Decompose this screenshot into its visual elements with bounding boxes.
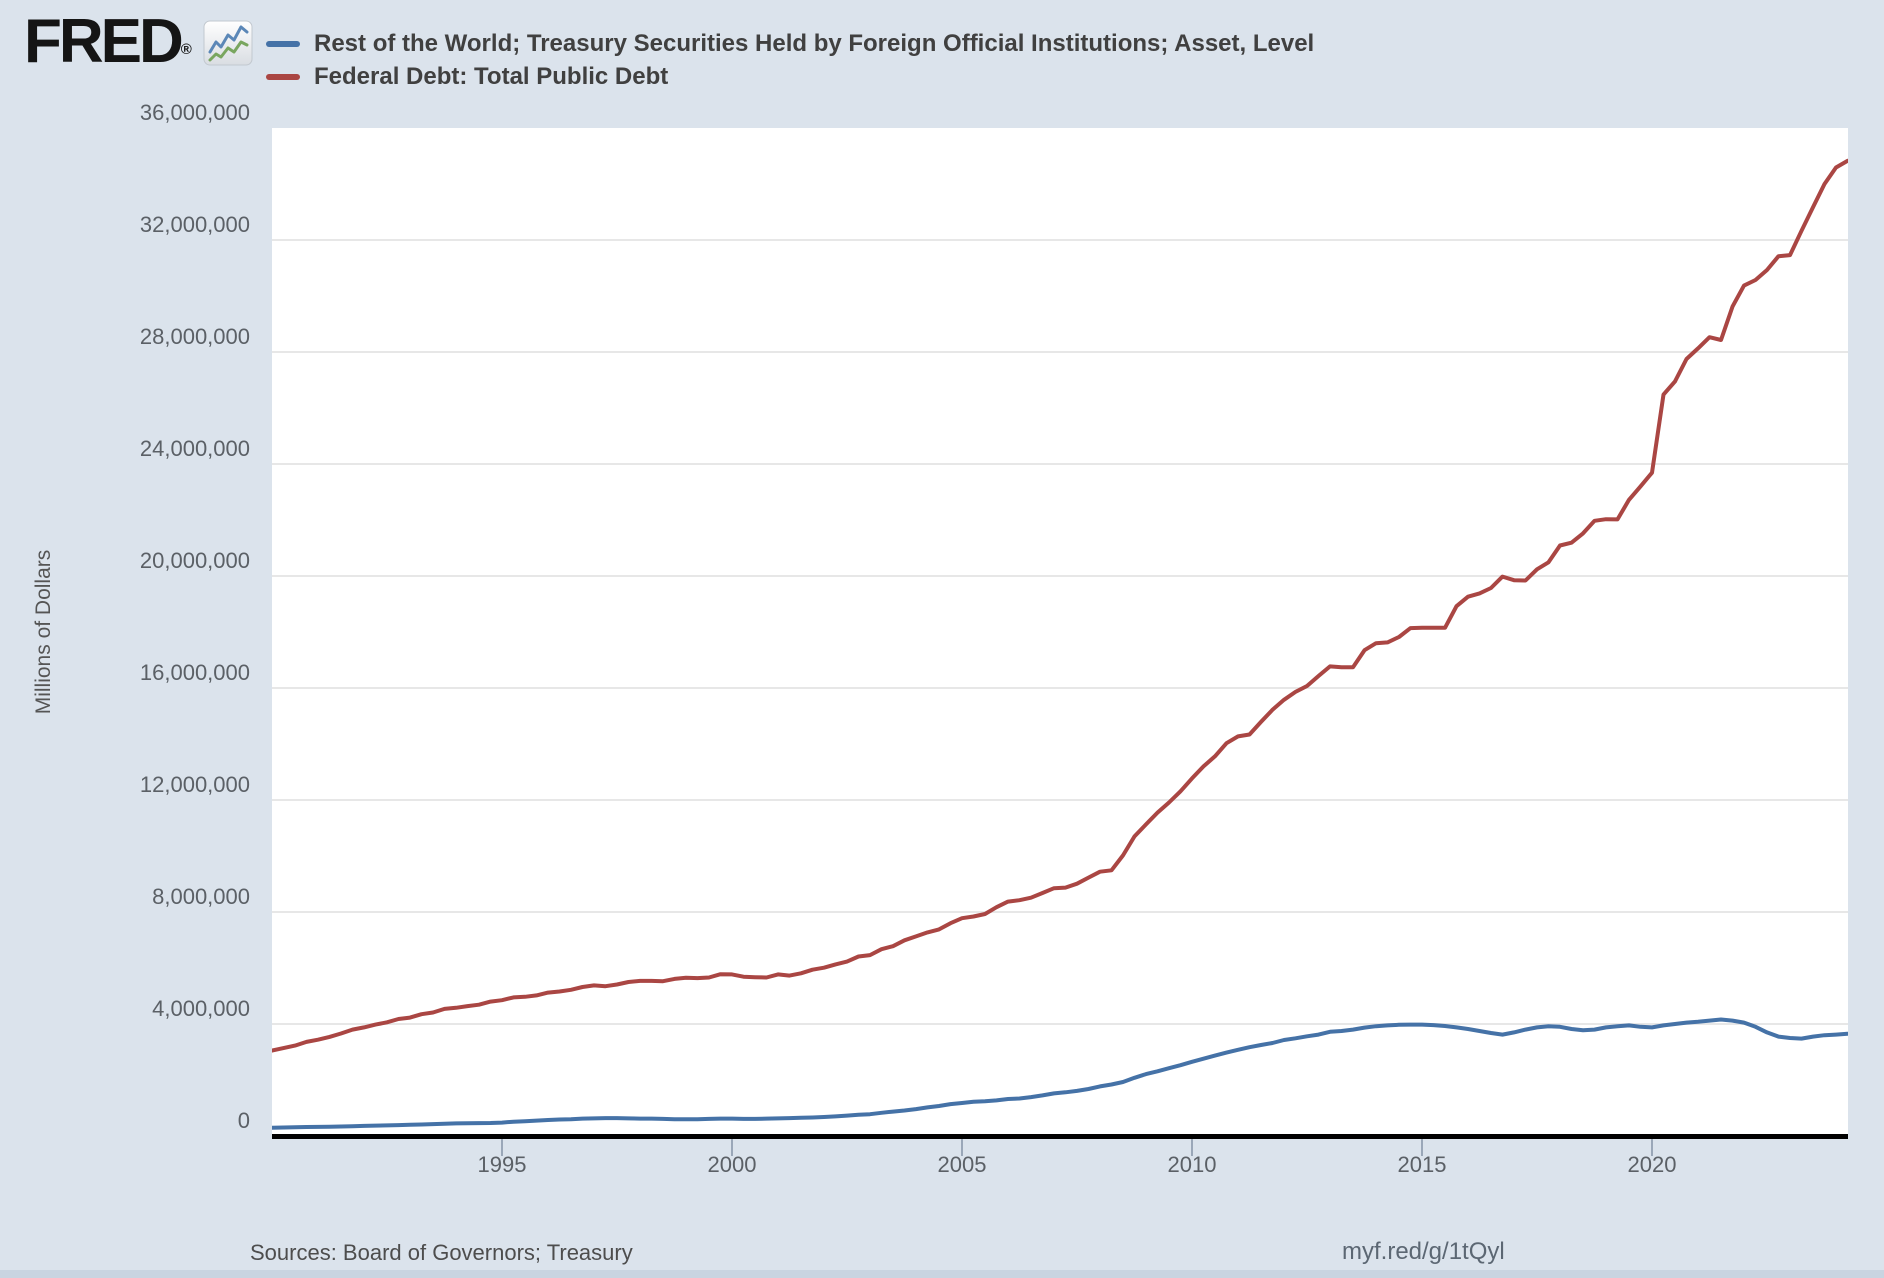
fred-logo: FRED®: [24, 6, 192, 77]
y-tick-label: 36,000,000: [139, 100, 250, 125]
x-tick-mark: [1651, 1139, 1653, 1156]
share-url-link[interactable]: myf.red/g/1tQyl: [1342, 1238, 1505, 1265]
chart-canvas: [272, 158, 1848, 1130]
y-tick-label: 4,000,000: [152, 996, 250, 1021]
legend-item[interactable]: Federal Debt: Total Public Debt: [266, 60, 1314, 93]
fred-logo-text: FRED: [24, 7, 184, 76]
x-tick-mark: [1421, 1139, 1423, 1156]
y-tick-label: 0: [237, 1108, 250, 1133]
series-line: [272, 1017, 1848, 1130]
y-tick-label: 16,000,000: [139, 660, 250, 685]
y-tick-label: 8,000,000: [152, 884, 250, 909]
x-tick-label: 2015: [1397, 1152, 1447, 1177]
y-tick-label: 28,000,000: [139, 324, 250, 349]
y-tick-label: 12,000,000: [139, 772, 250, 797]
x-tick-mark: [961, 1139, 963, 1156]
bottom-edge-strip: [0, 1270, 1884, 1278]
x-tick-mark: [731, 1139, 733, 1156]
legend-swatch-icon: [266, 73, 300, 80]
legend-item[interactable]: Rest of the World; Treasury Securities H…: [266, 27, 1314, 60]
x-tick-mark: [1191, 1139, 1193, 1156]
y-tick-label: 24,000,000: [139, 436, 250, 461]
x-tick-label: 2020: [1627, 1152, 1677, 1177]
fred-sparkline-icon: [203, 20, 253, 71]
x-tick-label: 1995: [477, 1152, 527, 1177]
x-tick-label: 2005: [937, 1152, 987, 1177]
x-tick-label: 2000: [707, 1152, 757, 1177]
legend: Rest of the World; Treasury Securities H…: [266, 27, 1314, 93]
registered-mark: ®: [180, 41, 192, 58]
zero-axis-line: [272, 1134, 1848, 1139]
y-axis-title: Millions of Dollars: [32, 549, 55, 715]
legend-label: Rest of the World; Treasury Securities H…: [314, 29, 1315, 57]
x-tick-mark: [501, 1139, 503, 1156]
series-line: [272, 158, 1848, 1053]
y-tick-label: 20,000,000: [139, 548, 250, 573]
x-tick-label: 2010: [1167, 1152, 1217, 1177]
sources-note: Sources: Board of Governors; Treasury: [250, 1240, 633, 1265]
y-tick-label: 32,000,000: [139, 212, 250, 237]
legend-swatch-icon: [266, 40, 300, 47]
plot-area: [272, 128, 1848, 1136]
legend-label: Federal Debt: Total Public Debt: [314, 62, 669, 90]
